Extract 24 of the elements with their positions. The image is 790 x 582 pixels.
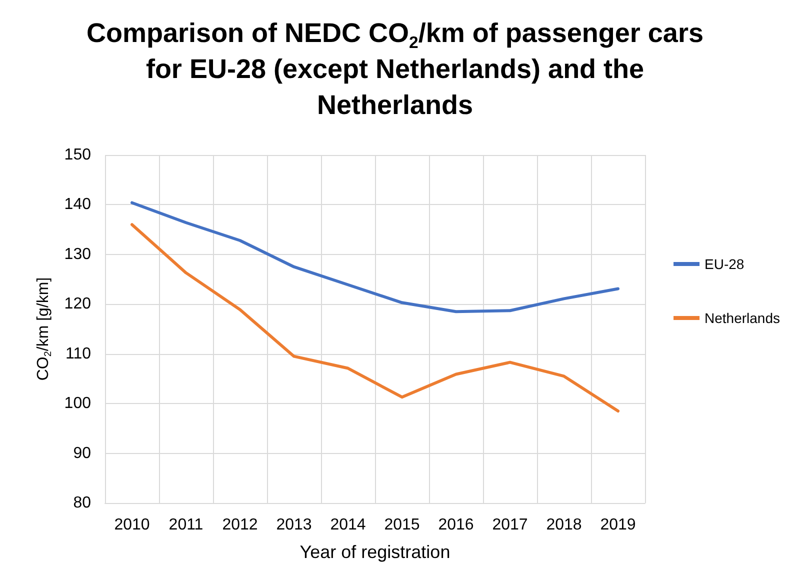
x-tick-label: 2010 <box>114 516 150 534</box>
y-tick-label: 150 <box>64 146 92 164</box>
x-tick-label: 2011 <box>168 516 204 534</box>
x-axis-title: Year of registration <box>300 542 450 562</box>
y-tick-label: 100 <box>64 395 92 412</box>
y-tick-label: 90 <box>73 444 92 462</box>
x-tick-label: 2014 <box>330 516 366 534</box>
y-tick-label: 110 <box>65 345 92 362</box>
x-tick-label: 2017 <box>492 516 528 534</box>
legend-label: Netherlands <box>704 310 780 326</box>
y-axis-title: CO2/km [g/km] <box>34 277 54 381</box>
x-tick-label: 2016 <box>438 516 474 534</box>
legend-label: EU-28 <box>704 256 744 272</box>
y-tick-label: 130 <box>64 246 92 263</box>
x-tick-label: 2013 <box>276 516 312 534</box>
x-tick-label: 2015 <box>384 516 420 534</box>
x-tick-label: 2012 <box>222 516 258 534</box>
line-series <box>130 201 620 314</box>
y-tick-label: 80 <box>73 494 92 512</box>
line-series <box>130 223 620 413</box>
y-tick-label: 120 <box>64 296 92 313</box>
x-tick-label: 2018 <box>546 516 582 534</box>
x-tick-label: 2019 <box>600 516 636 534</box>
y-tick-label: 140 <box>64 196 92 214</box>
